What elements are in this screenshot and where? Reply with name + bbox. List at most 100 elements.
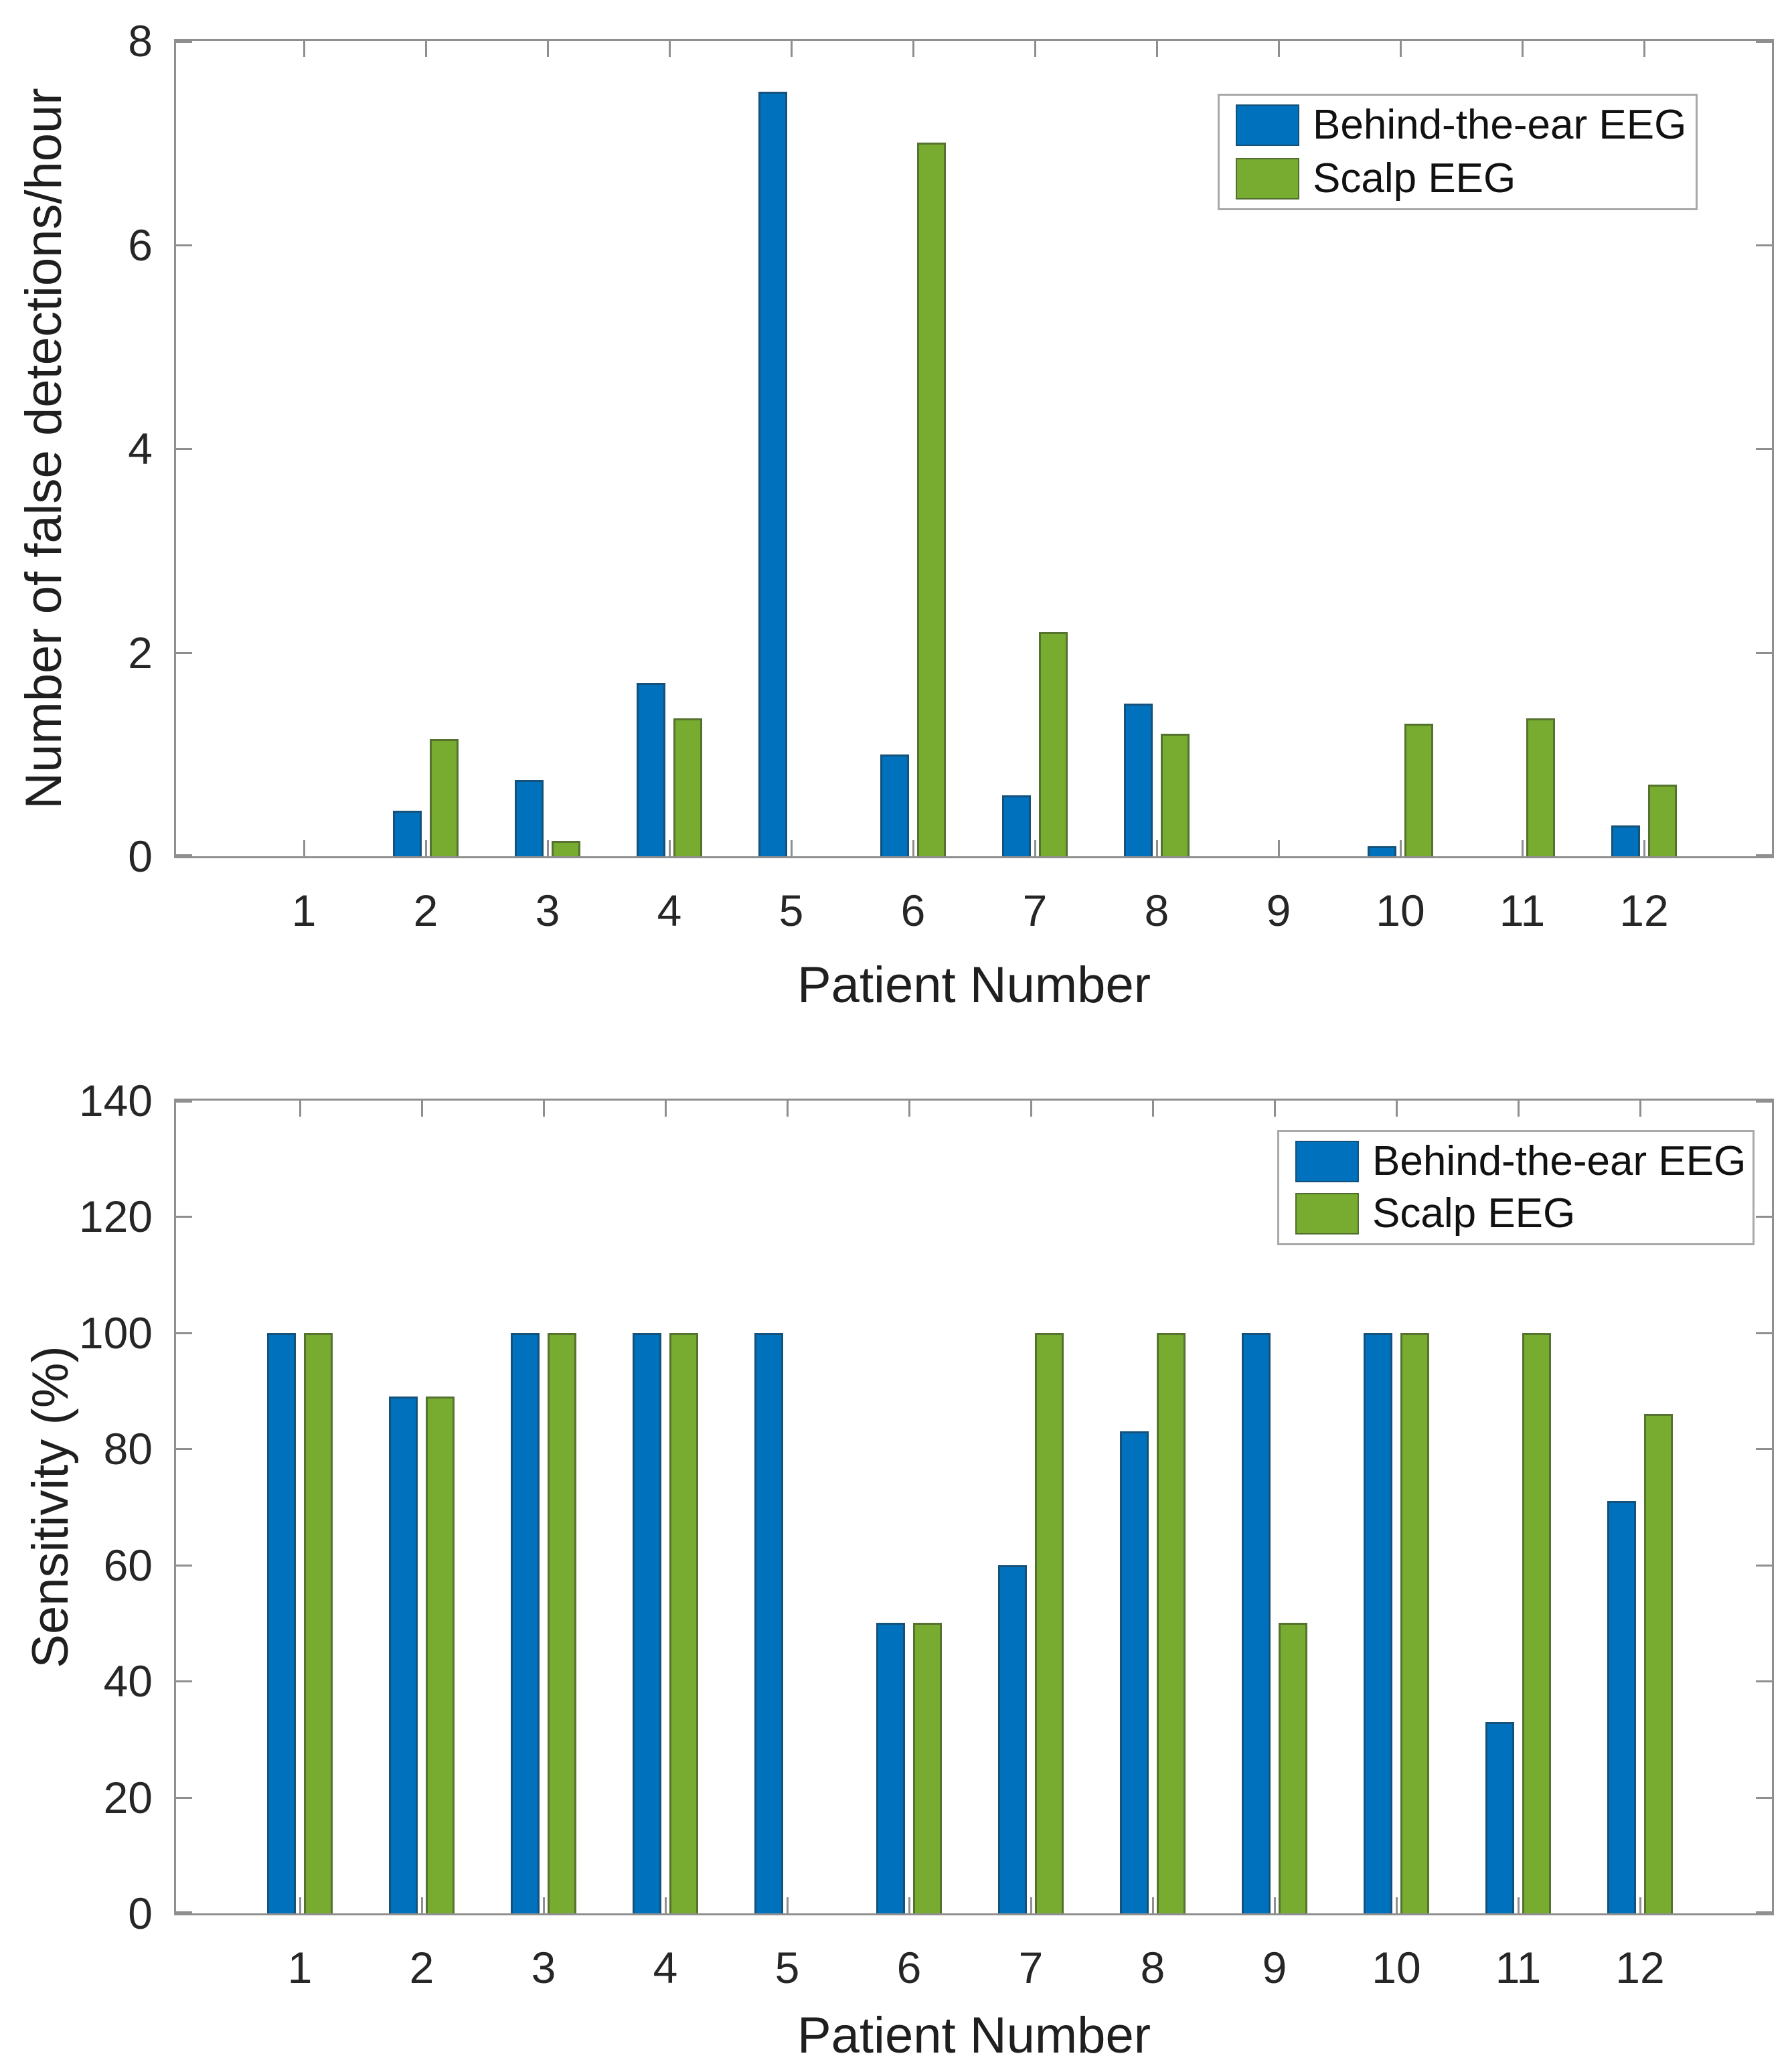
y-tick-left	[176, 1216, 192, 1218]
x-tick-top	[1034, 41, 1036, 57]
x-tick-label: 9	[1262, 1943, 1287, 1992]
y-tick-left	[176, 1332, 192, 1334]
x-tick-top	[665, 1101, 667, 1117]
x-tick-top	[1156, 41, 1158, 57]
y-tick-right	[1756, 244, 1772, 246]
legend-item-scalp-eeg: Scalp EEG	[1236, 155, 1696, 202]
x-tick-label: 10	[1376, 886, 1425, 935]
y-tick-right	[1756, 651, 1772, 654]
bar-scalp-patient-7	[1035, 1332, 1064, 1913]
x-tick-top	[1278, 41, 1280, 57]
x-tick-label: 9	[1266, 886, 1291, 935]
y-tick-left	[176, 448, 192, 450]
x-tick-label: 4	[657, 886, 682, 935]
bar-scalp-patient-8	[1157, 1332, 1186, 1913]
x-tick-top	[1030, 1101, 1032, 1117]
y-tick-right	[1756, 1564, 1772, 1567]
y-tick-label: 40	[103, 1656, 153, 1706]
y-tick-left	[176, 1448, 192, 1451]
y-tick-left	[176, 244, 192, 246]
bar-behind-the-ear-patient-6	[880, 754, 909, 856]
x-tick-bottom	[665, 1897, 667, 1913]
x-tick-bottom	[1522, 840, 1524, 856]
x-axis-label-bottom: Patient Number	[797, 2007, 1151, 2064]
x-tick-top	[912, 41, 914, 57]
x-tick-top	[1643, 41, 1645, 57]
y-tick-label: 20	[103, 1772, 153, 1822]
legend-item-scalp-eeg: Scalp EEG	[1295, 1190, 1753, 1237]
y-tick-left	[176, 1796, 192, 1799]
x-tick-bottom	[912, 840, 914, 856]
bar-scalp-patient-3	[552, 841, 580, 856]
y-tick-label: 140	[78, 1076, 153, 1125]
x-tick-bottom	[791, 840, 793, 856]
y-tick-left	[176, 1911, 192, 1913]
bar-scalp-patient-2	[426, 1397, 455, 1913]
x-tick-top	[787, 1101, 789, 1117]
x-tick-top	[543, 1101, 545, 1117]
bar-behind-the-ear-patient-7	[998, 1565, 1027, 1913]
y-tick-label: 0	[128, 1889, 153, 1938]
x-tick-label: 6	[896, 1943, 922, 1992]
bar-scalp-patient-7	[1039, 632, 1068, 856]
x-tick-label: 12	[1619, 886, 1669, 935]
x-tick-bottom	[303, 840, 305, 856]
bar-behind-the-ear-patient-12	[1607, 1501, 1636, 1913]
x-tick-label: 12	[1615, 1943, 1665, 1992]
x-tick-label: 8	[1144, 886, 1169, 935]
x-tick-bottom	[547, 840, 549, 856]
legend-label: Behind-the-ear EEG	[1372, 1137, 1746, 1184]
y-tick-left	[176, 41, 192, 43]
legend-item-behind-the-ear-eeg: Behind-the-ear EEG	[1236, 102, 1696, 149]
bar-scalp-patient-4	[673, 718, 702, 856]
y-tick-right	[1756, 1911, 1772, 1913]
x-tick-top	[421, 1101, 423, 1117]
legend-swatch-scalp-eeg	[1295, 1193, 1359, 1235]
legend-swatch-behind-the-ear-eeg	[1295, 1140, 1359, 1182]
bar-behind-the-ear-patient-5	[758, 92, 787, 856]
x-tick-top	[299, 1101, 301, 1117]
y-tick-label: 6	[128, 220, 153, 270]
x-tick-label: 2	[409, 1943, 434, 1992]
legend: Behind-the-ear EEG Scalp EEG	[1218, 94, 1698, 210]
bar-behind-the-ear-patient-10	[1368, 846, 1396, 856]
legend-label: Scalp EEG	[1313, 155, 1516, 202]
y-tick-left	[176, 651, 192, 654]
x-tick-label: 5	[775, 1943, 800, 1992]
bar-scalp-patient-10	[1400, 1332, 1429, 1913]
bar-scalp-patient-12	[1644, 1414, 1673, 1913]
y-tick-left	[176, 1101, 192, 1103]
x-tick-bottom	[1400, 840, 1402, 856]
x-tick-label: 10	[1372, 1943, 1421, 1992]
y-tick-right	[1756, 854, 1772, 856]
y-tick-right	[1756, 1216, 1772, 1218]
x-tick-label: 1	[287, 1943, 313, 1992]
x-tick-bottom	[1274, 1897, 1276, 1913]
x-tick-label: 5	[779, 886, 804, 935]
x-tick-bottom	[1643, 840, 1645, 856]
y-tick-left	[176, 1680, 192, 1683]
x-tick-top	[425, 41, 427, 57]
bar-behind-the-ear-patient-8	[1120, 1431, 1149, 1913]
x-tick-bottom	[1639, 1897, 1641, 1913]
plot-area-sensitivity	[174, 1099, 1774, 1915]
y-tick-right	[1756, 41, 1772, 43]
x-tick-label: 8	[1140, 1943, 1165, 1992]
y-tick-right	[1756, 1101, 1772, 1103]
y-tick-right	[1756, 1332, 1772, 1334]
bar-behind-the-ear-patient-3	[511, 1332, 540, 1913]
bar-scalp-patient-6	[917, 143, 946, 856]
bar-scalp-patient-11	[1522, 1332, 1551, 1913]
legend-item-behind-the-ear-eeg: Behind-the-ear EEG	[1295, 1138, 1753, 1185]
x-tick-label: 3	[535, 886, 560, 935]
x-tick-label: 11	[1495, 1943, 1542, 1992]
x-tick-label: 6	[900, 886, 926, 935]
y-tick-label: 100	[78, 1307, 153, 1358]
x-tick-label: 2	[413, 886, 438, 935]
x-tick-top	[1152, 1101, 1154, 1117]
bar-behind-the-ear-patient-2	[393, 810, 422, 856]
x-tick-bottom	[669, 840, 671, 856]
legend-swatch-behind-the-ear-eeg	[1236, 104, 1299, 147]
bar-behind-the-ear-patient-2	[389, 1397, 418, 1913]
